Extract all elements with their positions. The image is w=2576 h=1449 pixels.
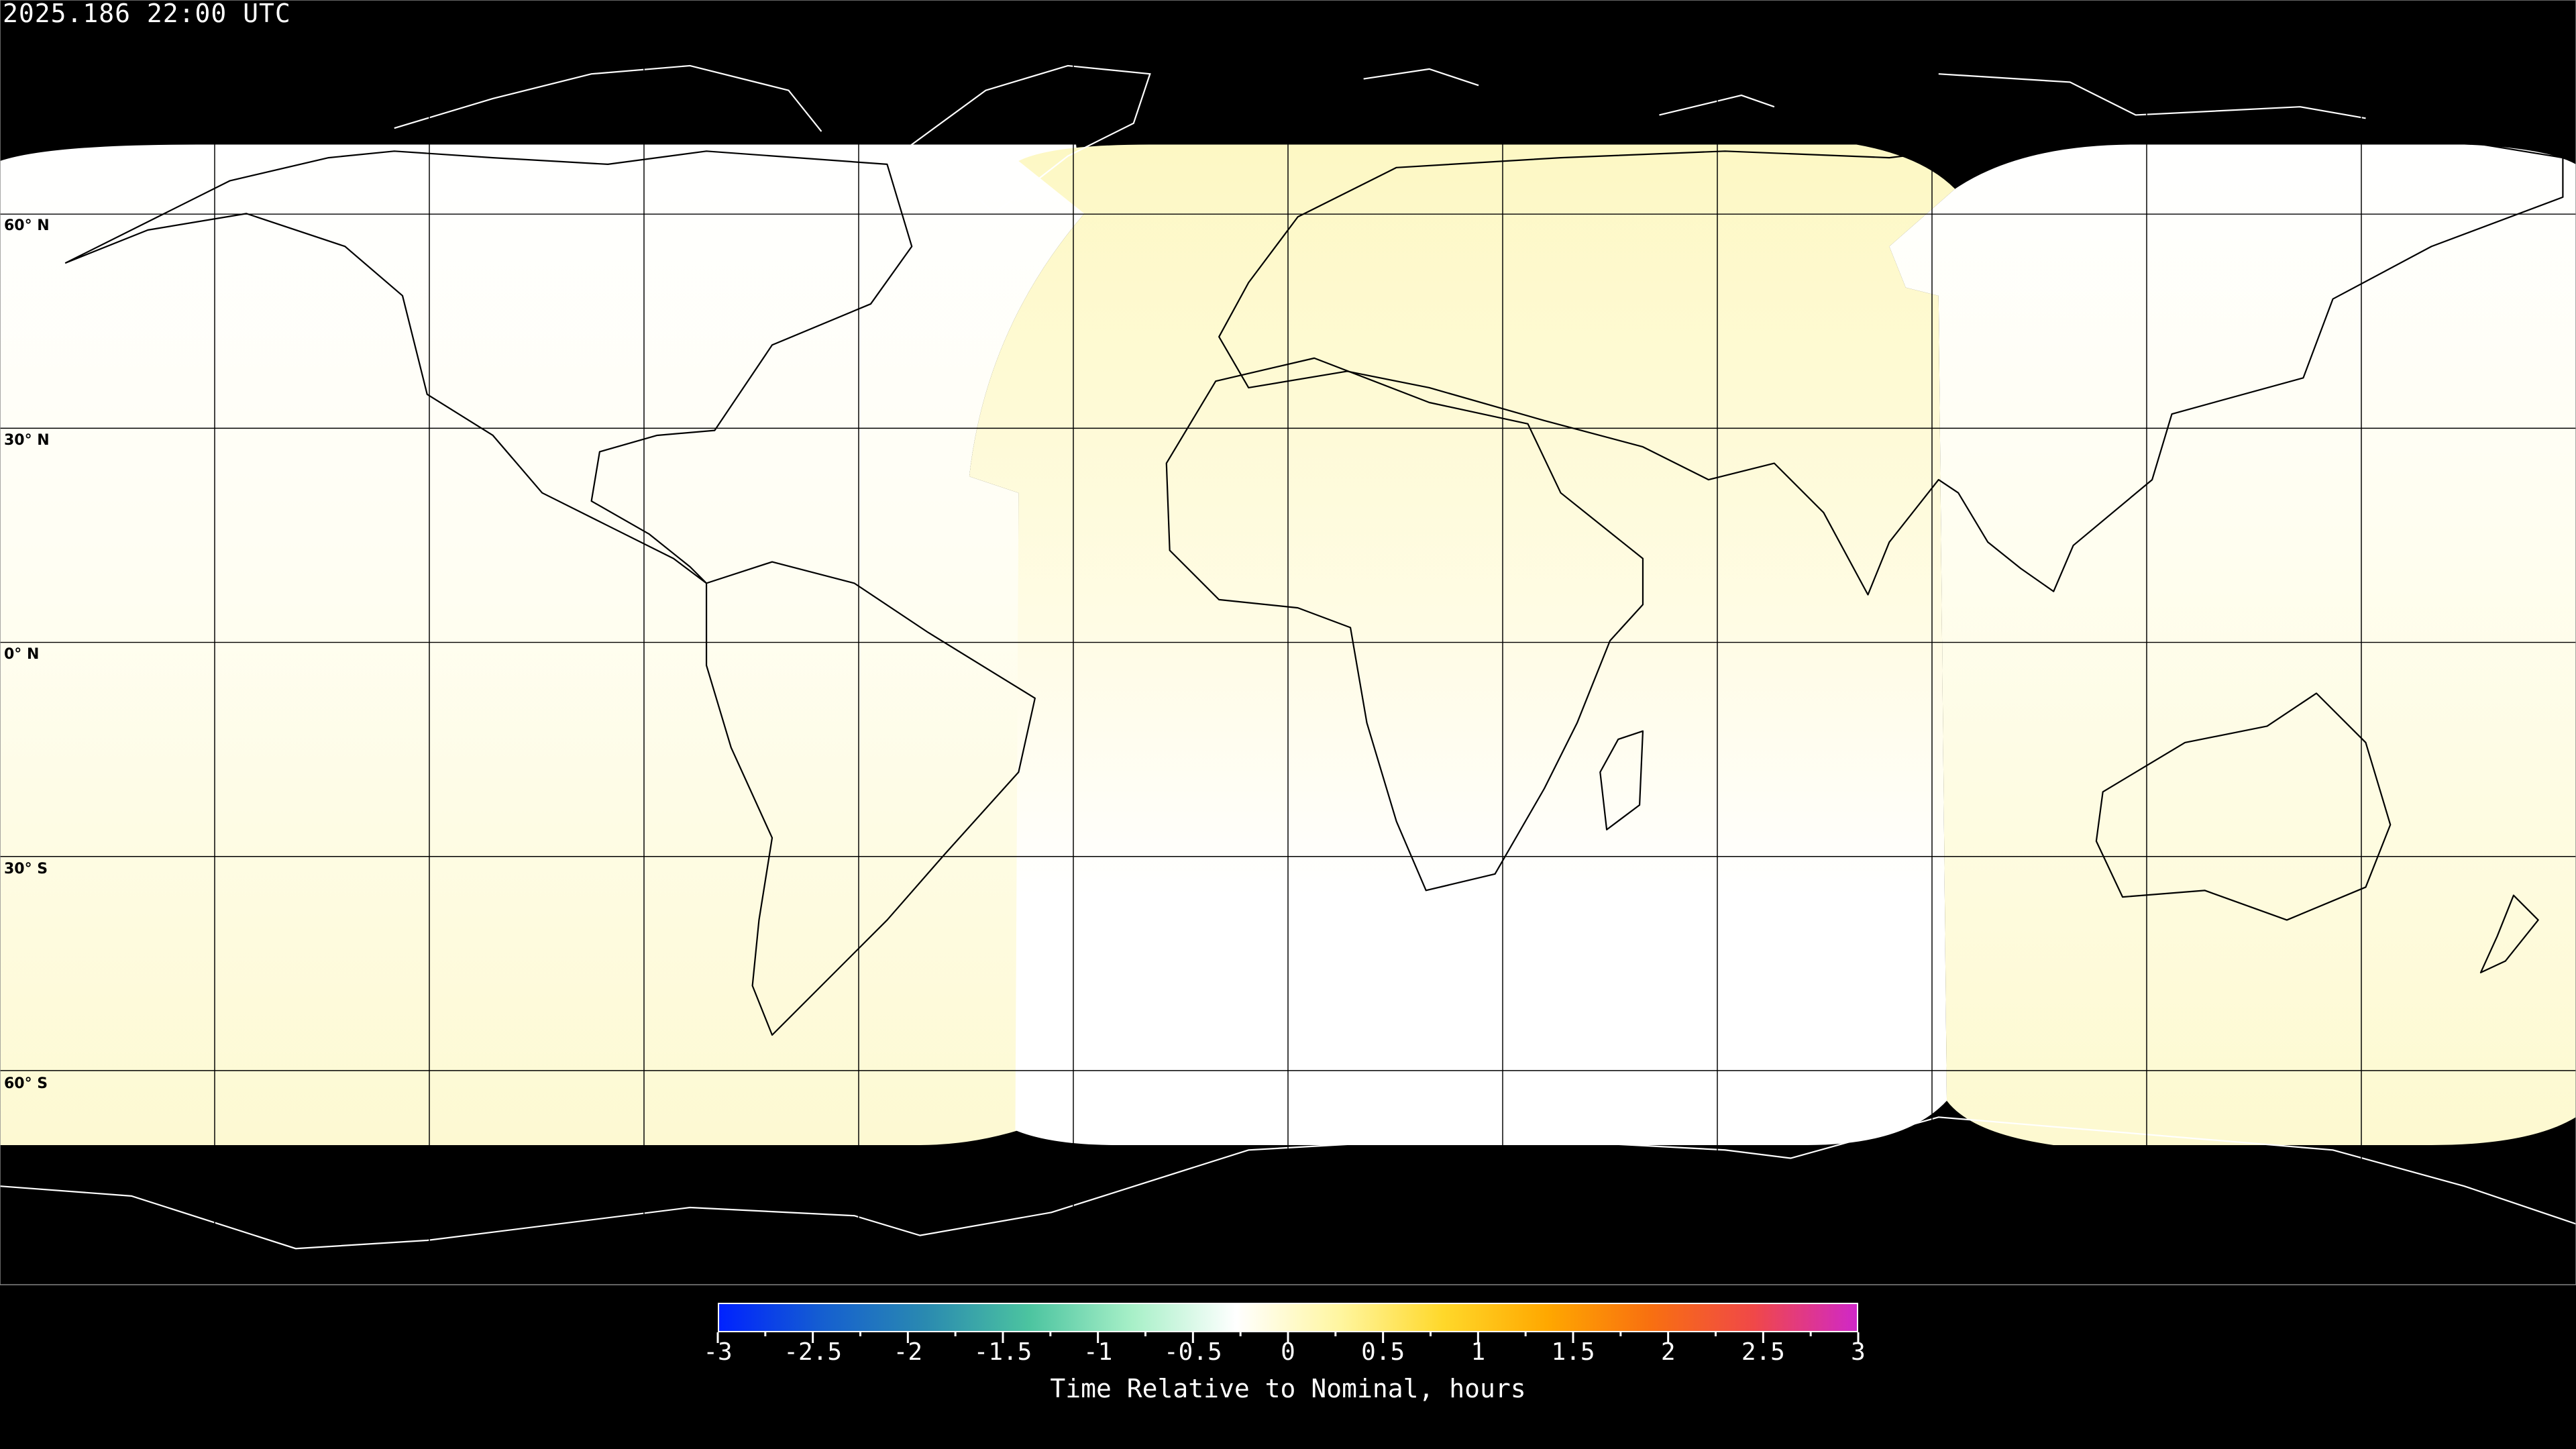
colorbar — [718, 1303, 1858, 1332]
tick-label: -1.5 — [973, 1338, 1032, 1366]
lat-label-60n: 60° N — [4, 217, 50, 234]
coast-arctic-islands — [394, 64, 2366, 132]
coast-africa — [1165, 357, 1644, 892]
timestamp-title: 2025.186 22:00 UTC — [3, 0, 291, 28]
tick-label: 3 — [1851, 1338, 1866, 1366]
lat-label-30n: 30° N — [4, 432, 50, 449]
tick-label: 1.5 — [1551, 1338, 1595, 1366]
coast-south-america — [705, 561, 1036, 1036]
coastlines-polar — [0, 64, 2576, 1250]
tick-label: 0 — [1281, 1338, 1295, 1366]
tick-label: 1 — [1470, 1338, 1486, 1366]
region-west — [0, 144, 1085, 1145]
tick-label: -3 — [703, 1338, 733, 1366]
tick-label: -1 — [1083, 1338, 1113, 1366]
coast-australia — [2095, 692, 2392, 921]
tick-label: -2 — [893, 1338, 923, 1366]
tick-label: -2.5 — [784, 1338, 843, 1366]
colorbar-label: Time Relative to Nominal, hours — [1050, 1374, 1526, 1403]
coastlines — [64, 127, 2564, 1036]
graticule — [0, 0, 2576, 1285]
coast-antarctica — [0, 1116, 2576, 1250]
tick-label: 2.5 — [1741, 1338, 1785, 1366]
tick-label: 2 — [1660, 1338, 1676, 1366]
coast-eurasia — [1218, 127, 2564, 596]
region-east — [1889, 144, 2576, 1145]
coast-madagascar — [1599, 730, 1644, 830]
lat-label-0n: 0° N — [4, 646, 40, 663]
lat-label-60s: 60° S — [4, 1075, 48, 1092]
coast-new-zealand — [2479, 894, 2539, 973]
coast-greenland — [910, 64, 1151, 215]
lat-label-30s: 30° S — [4, 861, 48, 877]
region-central — [969, 144, 1955, 1145]
tick-label: -0.5 — [1163, 1338, 1222, 1366]
tick-label: 0.5 — [1361, 1338, 1405, 1366]
